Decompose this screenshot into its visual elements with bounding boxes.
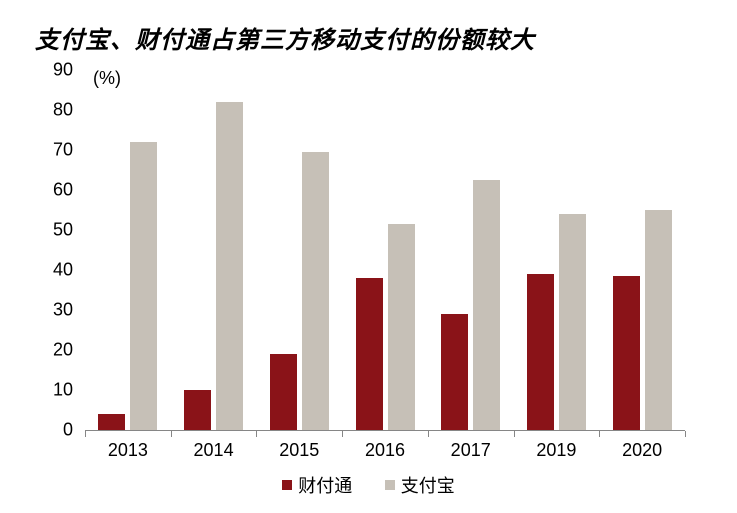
legend-item-alipay: 支付宝 xyxy=(385,472,455,498)
y-tick-label: 50 xyxy=(53,220,73,241)
bar xyxy=(473,180,500,430)
chart-title: 支付宝、财付通占第三方移动支付的份额较大 xyxy=(35,20,535,55)
x-tick xyxy=(342,431,343,437)
bar xyxy=(527,274,554,430)
legend-swatch-alipay xyxy=(385,480,395,490)
y-tick-label: 10 xyxy=(53,380,73,401)
bar xyxy=(645,210,672,430)
legend-swatch-tenpay xyxy=(282,480,292,490)
x-tick xyxy=(85,431,86,437)
bar xyxy=(184,390,211,430)
x-tick xyxy=(599,431,600,437)
x-tick-label: 2015 xyxy=(279,440,319,461)
bar xyxy=(302,152,329,430)
bar xyxy=(130,142,157,430)
x-tick-label: 2014 xyxy=(194,440,234,461)
x-tick xyxy=(514,431,515,437)
x-tick-label: 2020 xyxy=(622,440,662,461)
legend: 财付通 支付宝 xyxy=(0,472,737,498)
legend-label-alipay: 支付宝 xyxy=(401,476,455,496)
x-tick-label: 2016 xyxy=(365,440,405,461)
x-tick-label: 2019 xyxy=(536,440,576,461)
bar xyxy=(356,278,383,430)
y-tick-label: 90 xyxy=(53,60,73,81)
x-tick xyxy=(685,431,686,437)
y-tick-label: 30 xyxy=(53,300,73,321)
legend-label-tenpay: 财付通 xyxy=(298,476,352,496)
x-tick-label: 2017 xyxy=(451,440,491,461)
bar xyxy=(216,102,243,430)
x-tick xyxy=(256,431,257,437)
x-tick xyxy=(171,431,172,437)
y-tick-label: 60 xyxy=(53,180,73,201)
bar xyxy=(559,214,586,430)
x-axis-line xyxy=(85,430,685,431)
y-tick-label: 70 xyxy=(53,140,73,161)
y-axis-unit: (%) xyxy=(93,68,121,89)
bar xyxy=(270,354,297,430)
y-tick-label: 40 xyxy=(53,260,73,281)
bar xyxy=(388,224,415,430)
x-tick xyxy=(428,431,429,437)
bar xyxy=(98,414,125,430)
legend-item-tenpay: 财付通 xyxy=(282,472,352,498)
y-tick-label: 0 xyxy=(63,420,73,441)
plot-area: (%) 010203040506070809020132014201520162… xyxy=(85,70,685,430)
bar xyxy=(441,314,468,430)
y-tick-label: 20 xyxy=(53,340,73,361)
y-tick-label: 80 xyxy=(53,100,73,121)
chart-container: 支付宝、财付通占第三方移动支付的份额较大 (%) 010203040506070… xyxy=(0,0,737,513)
bar xyxy=(613,276,640,430)
x-tick-label: 2013 xyxy=(108,440,148,461)
